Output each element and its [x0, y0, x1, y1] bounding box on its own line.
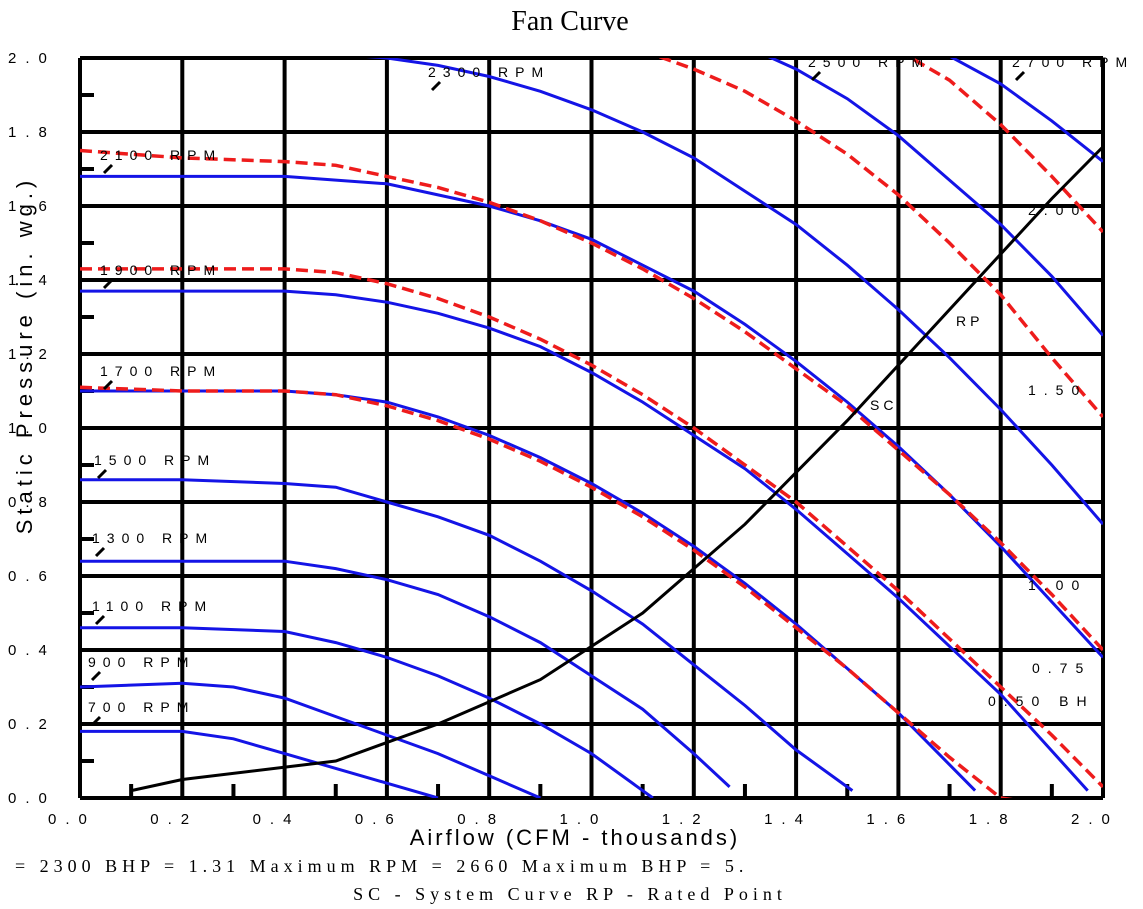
curve-label-700-rpm: 700 RPM — [88, 699, 195, 715]
y-tick-label-1: 0.2 — [8, 716, 56, 733]
curve-sc — [130, 145, 1103, 793]
x-tick-label-2: 0.4 — [253, 811, 301, 828]
curve-1700-rpm — [80, 389, 977, 792]
curve-label-2700-rpm: 2700 RPM — [1012, 54, 1134, 70]
y-tick-label-3: 0.6 — [8, 568, 56, 585]
curve-0-75-bhp — [80, 267, 1103, 789]
x-axis-label: Airflow (CFM - thousands) — [410, 825, 741, 850]
curve-label-1500-rpm: 1500 RPM — [94, 452, 216, 468]
x-tick-label-10: 2.0 — [1071, 811, 1119, 828]
curve-900-rpm — [80, 681, 541, 798]
curve-label-2-00-bhp: 2.00 — [1028, 202, 1087, 218]
x-tick-labels: 0.0 0.2 0.4 0.6 0.8 1.0 1.2 1.4 1.6 1.8 2.0 — [48, 811, 1119, 828]
x-tick-label-6: 1.2 — [662, 811, 710, 828]
curve-label-marker-1700-rpm — [102, 379, 114, 391]
curve-label-1900-rpm: 1900 RPM — [100, 262, 222, 278]
y-tick-labels: 0.0 0.2 0.4 0.6 0.8 1.0 1.2 1.4 1.6 1.8 2.0 — [8, 50, 56, 807]
curve-label-1100-rpm: 1100 RPM — [92, 598, 213, 614]
y-tick-label-8: 1.6 — [8, 198, 56, 215]
curve-label-2100-rpm: 2100 RPM — [100, 147, 222, 163]
y-axis-label: Static Pressure (in. wg.) — [12, 176, 37, 535]
curve-700-rpm — [80, 729, 439, 798]
curve-2300-rpm — [366, 58, 1103, 526]
curve-label-marker-900-rpm — [90, 670, 102, 682]
y-tick-label-5: 1.0 — [8, 420, 56, 437]
y-tick-label-6: 1.2 — [8, 346, 56, 363]
curve-1-00-bhp — [80, 148, 1103, 652]
x-tick-label-3: 0.6 — [355, 811, 403, 828]
y-tick-label-10: 2.0 — [8, 50, 56, 67]
x-tick-label-4: 0.8 — [457, 811, 505, 828]
grid — [78, 56, 1105, 800]
curve-label-0-75-bhp: 0.75 — [1032, 660, 1091, 676]
curve-label-marker-2300-rpm — [430, 80, 442, 92]
x-tick-label-7: 1.4 — [764, 811, 812, 828]
curve-label-marker-1900-rpm — [102, 278, 114, 290]
curve-label-0-50-bhp: 0.50 BH — [988, 693, 1095, 709]
x-tick-label-9: 1.8 — [969, 811, 1017, 828]
x-tick-label-0: 0.0 — [48, 811, 96, 828]
curve-2700-rpm — [949, 58, 1103, 163]
curve-labels: 700 RPM 900 RPM 1100 RPM 1300 RPM 1500 RPM 17… — [88, 54, 1134, 727]
curve-label-marker-1100-rpm — [94, 614, 106, 626]
curve-label-900-rpm: 900 RPM — [88, 654, 195, 670]
curve-label-1300-rpm: 1300 RPM — [92, 530, 214, 546]
curves — [80, 58, 1103, 798]
footer-line-1: = 2300 BHP = 1.31 Maximum RPM = 2660 Max… — [15, 856, 748, 876]
curve-1900-rpm — [80, 289, 1089, 792]
curve-2-00-bhp — [907, 58, 1103, 234]
curve-2500-rpm — [767, 58, 1103, 337]
minor-ticks — [80, 93, 1054, 798]
curve-label-1-00-bhp: 1.00 — [1028, 577, 1087, 593]
y-tick-label-0: 0.0 — [8, 790, 56, 807]
curve-1-50-bhp — [657, 58, 1103, 419]
curve-label-1-50-bhp: 1.50 — [1028, 382, 1087, 398]
x-tick-label-5: 1.0 — [560, 811, 608, 828]
curve-label-sc: SC — [870, 397, 897, 413]
curve-label-1700-rpm: 1700 RPM — [100, 363, 222, 379]
y-tick-label-2: 0.4 — [8, 642, 56, 659]
y-tick-label-4: 0.8 — [8, 494, 56, 511]
curve-1100-rpm — [80, 626, 654, 798]
curve-label-marker-2700-rpm — [1014, 70, 1026, 82]
curve-label-marker-2100-rpm — [102, 163, 114, 175]
curve-label-marker-2500-rpm — [810, 70, 822, 82]
curve-1500-rpm — [80, 478, 854, 792]
y-tick-label-7: 1.4 — [8, 272, 56, 289]
y-tick-label-9: 1.8 — [8, 124, 56, 141]
footer-line-2: SC - System Curve RP - Rated Point — [353, 884, 787, 904]
x-tick-label-1: 0.2 — [150, 811, 198, 828]
annotation-rated-point: RP — [956, 313, 983, 329]
chart-title: Fan Curve — [511, 6, 628, 37]
x-tick-label-8: 1.6 — [866, 811, 914, 828]
curve-label-marker-1300-rpm — [94, 546, 106, 558]
curve-0-50-bhp — [80, 385, 1013, 798]
curve-label-2300-rpm: 2300 RPM — [428, 64, 550, 80]
curve-label-marker-700-rpm — [90, 715, 102, 727]
curve-1300-rpm — [80, 559, 731, 788]
curve-label-2500-rpm: 2500 RPM — [808, 54, 930, 70]
curve-label-marker-1500-rpm — [96, 468, 108, 480]
